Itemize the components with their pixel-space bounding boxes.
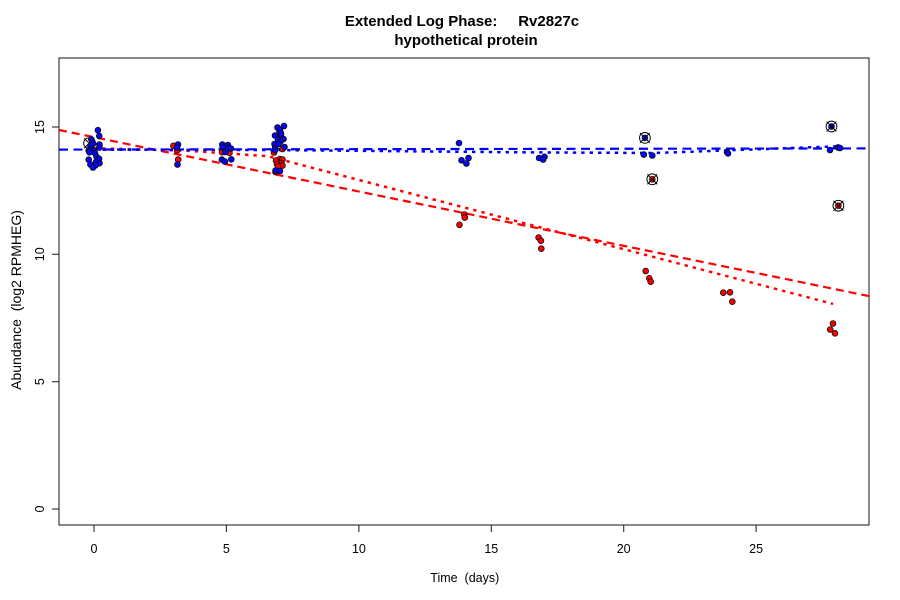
svg-text:Extended Log Phase: Rv2827: Extended Log Phase: Rv2827c: [345, 13, 579, 30]
svg-text:0: 0: [91, 542, 98, 556]
svg-text:5: 5: [223, 542, 230, 556]
svg-text:25: 25: [749, 542, 763, 556]
svg-text:Abundance (log2 RPMHEG): Abundance (log2 RPMHEG): [8, 210, 24, 390]
svg-text:15: 15: [33, 120, 47, 134]
svg-text:10: 10: [33, 247, 47, 261]
svg-text:15: 15: [484, 542, 498, 556]
svg-text:Time (days): Time (days): [430, 571, 499, 585]
svg-text:5: 5: [33, 378, 47, 385]
svg-text:hypothetical protein: hypothetical protein: [394, 32, 537, 49]
svg-text:10: 10: [352, 542, 366, 556]
svg-text:0: 0: [33, 505, 47, 512]
svg-text:20: 20: [617, 542, 631, 556]
